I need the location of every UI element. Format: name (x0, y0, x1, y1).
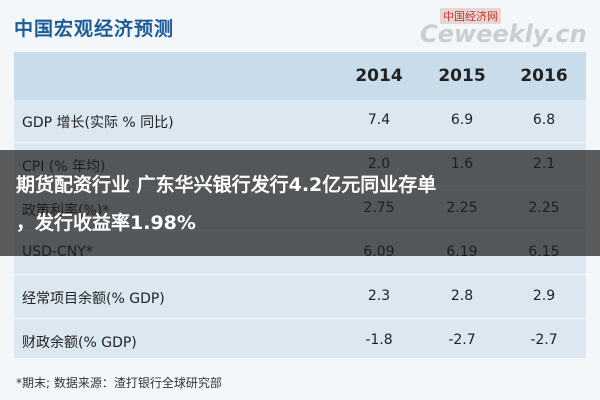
column-header: 2014 (355, 66, 403, 86)
row-label: 经常项目余额(% GDP) (22, 291, 165, 307)
column-header: 2016 (520, 66, 568, 86)
table-cell: 6.9 (450, 112, 474, 128)
table-header (14, 52, 586, 100)
headline: 期货配资行业 广东华兴银行发行4.2亿元同业存单 (16, 174, 437, 196)
headline: ，发行收益率1.98% (16, 212, 196, 234)
row-divider (14, 274, 586, 275)
table-cell: 2.8 (450, 288, 474, 304)
table-cell: -2.7 (530, 332, 558, 348)
table-cell: 2.3 (367, 288, 391, 304)
row-divider (14, 318, 586, 319)
table-cell: -2.7 (448, 332, 476, 348)
table-cell: -1.8 (365, 332, 393, 348)
watermark: Ceweekly.cn (420, 20, 587, 48)
headline-banner: 期货配资行业 广东华兴银行发行4.2亿元同业存单 ，发行收益率1.98% (0, 150, 600, 256)
row-label: GDP 增长(实际 % 同比) (22, 115, 174, 131)
watermark: 中国经济网 (440, 8, 501, 24)
table-cell: 6.8 (532, 112, 556, 128)
table-cell: 7.4 (367, 112, 391, 128)
row-label: 财政余额(% GDP) (22, 335, 137, 351)
row-divider (14, 142, 586, 143)
column-header: 2015 (438, 66, 486, 86)
title: 中国宏观经济预测 (14, 18, 175, 40)
footnote: *期末; 数据来源：渣打银行全球研究部 (16, 376, 222, 390)
table-cell: 2.9 (532, 288, 556, 304)
